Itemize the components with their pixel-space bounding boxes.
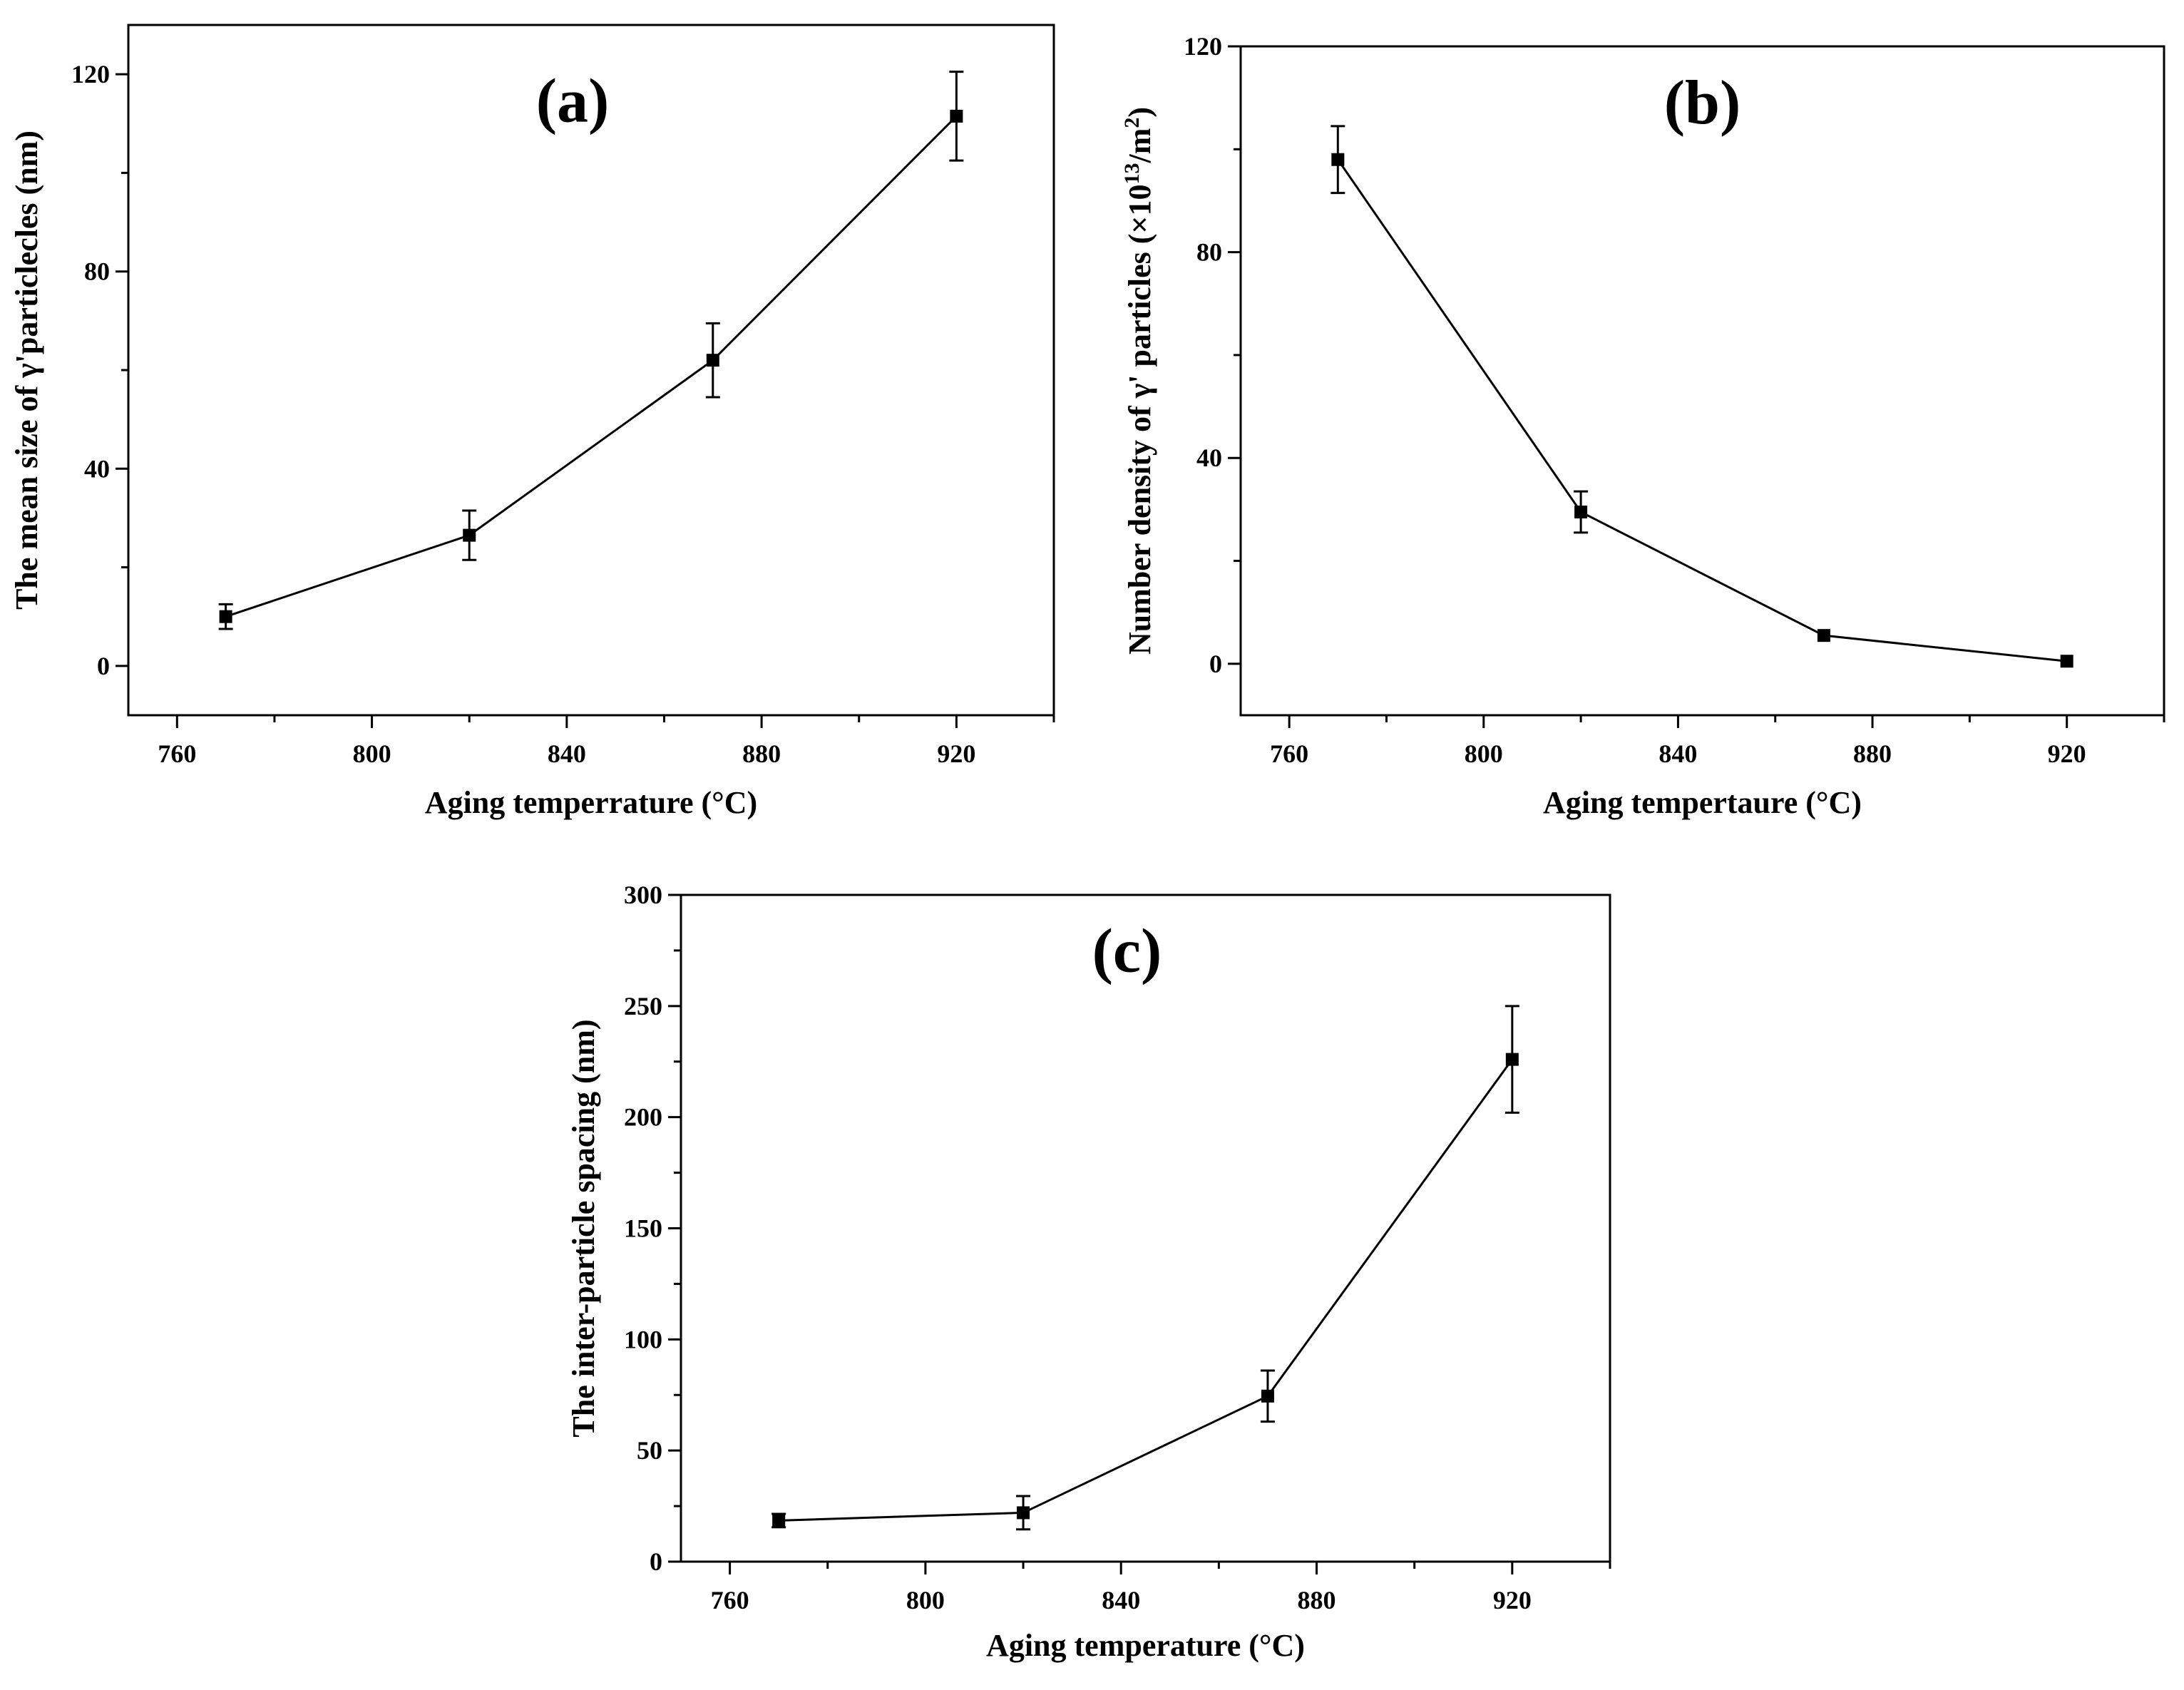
chart-panel-a: 760 800 840 880 920 0 40 80 120 Aging temperratur… bbox=[9, 24, 1055, 820]
x-tick-label: 760 bbox=[711, 1586, 749, 1614]
x-tick-label: 880 bbox=[1298, 1586, 1336, 1614]
series-line bbox=[225, 115, 958, 618]
x-tick-label: 760 bbox=[1270, 739, 1308, 768]
chart-panel-b: 760 800 840 880 920 0 40 80 120 Aging tempertaure… bbox=[1120, 32, 2165, 820]
x-tick-label: 800 bbox=[353, 739, 391, 768]
x-tick-label: 760 bbox=[158, 739, 196, 768]
y-tick-label: 100 bbox=[624, 1325, 662, 1353]
panel-label: (c) bbox=[1092, 917, 1162, 986]
x-tick-label: 880 bbox=[742, 739, 781, 768]
chart-panel-c: 760 800 840 880 920 0 50 100 150 200 250 300 Aging t… bbox=[566, 881, 1611, 1663]
data-point bbox=[1017, 1506, 1030, 1520]
y-tick-label: 150 bbox=[624, 1214, 662, 1243]
y-tick-label: 40 bbox=[1196, 444, 1222, 472]
data-point bbox=[1505, 1053, 1519, 1066]
y-tick-label: 80 bbox=[1196, 238, 1222, 267]
x-tick-label: 920 bbox=[2048, 739, 2086, 768]
x-tick-label: 920 bbox=[937, 739, 975, 768]
series-line bbox=[779, 1058, 1514, 1522]
y-tick-label: 0 bbox=[650, 1547, 662, 1576]
y-tick-label: 80 bbox=[84, 257, 110, 286]
y-tick-label: 120 bbox=[71, 60, 110, 88]
y-axis-title: Number density of γ' particles (×1013/m2… bbox=[1120, 107, 1157, 655]
y-axis-title: The inter-particle spacing (nm) bbox=[566, 1019, 601, 1437]
y-tick-label: 40 bbox=[84, 454, 110, 483]
data-point bbox=[463, 528, 476, 542]
x-tick-label: 840 bbox=[548, 739, 586, 768]
y-tick-label: 0 bbox=[1209, 650, 1222, 678]
data-point bbox=[706, 354, 719, 367]
data-point bbox=[2060, 655, 2073, 668]
x-axis-title: Aging temperrature (°C) bbox=[425, 785, 757, 820]
x-tick-label: 920 bbox=[1493, 1586, 1532, 1614]
y-tick-label: 300 bbox=[624, 881, 662, 909]
data-point bbox=[1817, 629, 1830, 642]
y-tick-label: 0 bbox=[97, 652, 110, 680]
y-tick-label: 250 bbox=[624, 992, 662, 1020]
x-tick-label: 880 bbox=[1853, 739, 1892, 768]
data-point bbox=[950, 109, 963, 123]
x-axis-title: Aging temperature (°C) bbox=[986, 1628, 1305, 1663]
data-point bbox=[1331, 153, 1345, 166]
plot-frame bbox=[680, 893, 1611, 1563]
x-tick-label: 840 bbox=[1658, 739, 1697, 768]
x-axis-title: Aging tempertaure (°C) bbox=[1543, 785, 1862, 820]
x-tick-label: 800 bbox=[906, 1586, 945, 1614]
plot-frame bbox=[1239, 45, 2165, 717]
panel-label: (b) bbox=[1664, 68, 1741, 138]
data-point bbox=[219, 610, 232, 623]
y-tick-label: 50 bbox=[637, 1436, 662, 1465]
panel-label: (a) bbox=[536, 67, 610, 136]
series-line bbox=[1337, 158, 2067, 662]
x-tick-label: 840 bbox=[1102, 1586, 1140, 1614]
data-point bbox=[1574, 505, 1588, 518]
data-point bbox=[772, 1514, 786, 1527]
y-tick-label: 120 bbox=[1184, 32, 1222, 61]
y-tick-label: 200 bbox=[624, 1103, 662, 1132]
data-point bbox=[1261, 1389, 1274, 1403]
x-tick-label: 800 bbox=[1465, 739, 1503, 768]
y-axis-title: The mean size of γ'particlecles (nm) bbox=[9, 130, 44, 610]
